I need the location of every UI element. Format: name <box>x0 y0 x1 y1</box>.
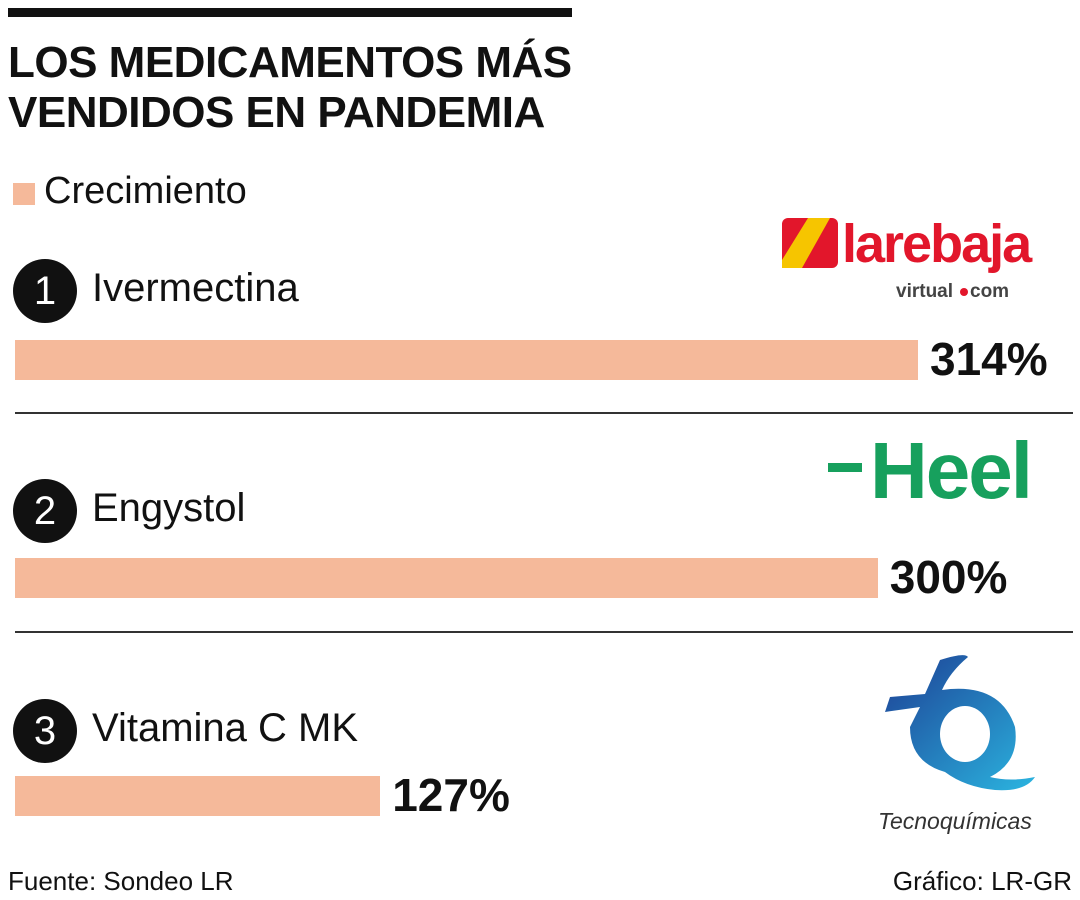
svg-text:com: com <box>970 281 1009 302</box>
category-label: Engystol <box>92 486 246 530</box>
value-label: 300% <box>889 551 1008 603</box>
value-label: 127% <box>392 769 510 821</box>
bar-vitamina-c-mk <box>15 776 381 816</box>
svg-text:Tecnoquímicas: Tecnoquímicas <box>878 808 1032 834</box>
chart-title: LOS MEDICAMENTOS MÁS VENDIDOS EN PANDEMI… <box>8 38 572 138</box>
rank-badge: 3 <box>13 699 77 763</box>
heel-logo: Heel <box>826 426 1061 515</box>
rank-badge: 2 <box>13 479 77 543</box>
legend-swatch <box>13 183 35 205</box>
source-note: Fuente: Sondeo LR <box>8 866 234 896</box>
svg-text:larebaja: larebaja <box>842 214 1033 274</box>
legend-label: Crecimiento <box>44 170 247 212</box>
tecnoquimicas-logo: Tecnoquímicas <box>870 652 1060 837</box>
top-rule <box>8 8 572 17</box>
category-label: Ivermectina <box>92 266 299 310</box>
value-label: 314% <box>930 333 1048 385</box>
category-label: Vitamina C MK <box>92 706 359 750</box>
title-line-1: LOS MEDICAMENTOS MÁS <box>8 38 572 87</box>
bar-ivermectina <box>15 340 918 380</box>
row-divider <box>15 631 1073 633</box>
bar-engystol <box>15 558 878 598</box>
svg-text:Heel: Heel <box>870 430 1031 505</box>
row-divider <box>15 412 1073 414</box>
svg-text:virtual: virtual <box>896 281 953 302</box>
title-line-2: VENDIDOS EN PANDEMIA <box>8 88 545 137</box>
larebaja-logo: larebaja virtual com <box>778 214 1068 302</box>
credit-note: Gráfico: LR-GR <box>892 866 1072 896</box>
rank-badge: 1 <box>13 259 77 323</box>
